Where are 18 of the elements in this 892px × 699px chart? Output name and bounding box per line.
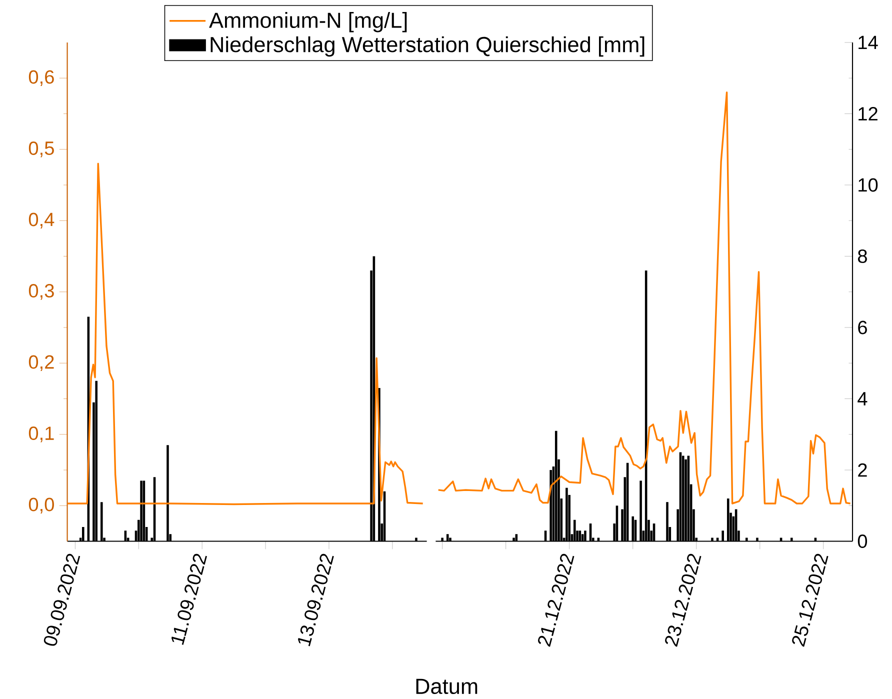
y-tick-label: 0,6 [28, 70, 54, 86]
y-tick-label: 0,4 [28, 212, 54, 228]
y-tick-label: 0,0 [28, 498, 54, 514]
y2-tick-label: 8 [858, 249, 867, 263]
y-tick-label: 0,2 [28, 355, 54, 371]
y-tick-label: 0,5 [28, 141, 54, 158]
legend-label: Niederschlag Wetterstation Quierschied [mm] [210, 36, 644, 56]
y2-tick-label: 4 [858, 392, 868, 406]
legend-label: Ammonium-N [mg/L] [209, 12, 407, 32]
x-axis-title: Datum [416, 678, 478, 694]
y-tick-label: 0,3 [28, 284, 54, 300]
y2-tick-label: 2 [858, 463, 867, 477]
y2-tick-label: 14 [858, 36, 878, 49]
y2-tick-label: 12 [858, 106, 878, 120]
y2-tick-label: 6 [858, 320, 867, 334]
y-tick-label: 0,1 [28, 426, 54, 442]
y2-tick-label: 0 [858, 534, 868, 548]
y2-tick-label: 10 [858, 178, 878, 192]
